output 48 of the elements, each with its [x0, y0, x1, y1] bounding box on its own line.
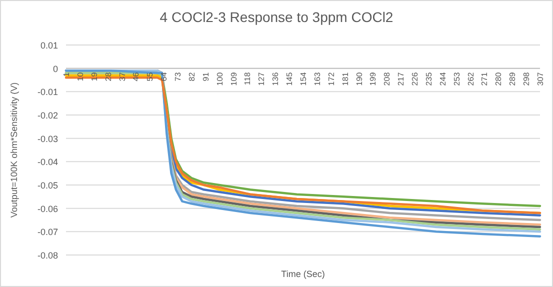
- x-tick-label: 100: [215, 72, 224, 86]
- x-tick-label: 190: [354, 72, 364, 86]
- x-tick-label: 280: [494, 72, 504, 86]
- x-tick-label: 235: [424, 72, 434, 86]
- y-tick-label: -0.07: [37, 227, 58, 238]
- x-tick-label: 37: [118, 72, 127, 82]
- x-tick-label: 55: [146, 72, 155, 82]
- x-tick-label: 154: [299, 72, 308, 86]
- x-tick-label: 289: [508, 72, 518, 86]
- x-tick-label: 28: [104, 72, 113, 82]
- x-tick-label: 253: [452, 72, 462, 86]
- x-tick-label: 298: [522, 72, 532, 86]
- x-tick-label: 118: [243, 72, 252, 86]
- y-tick-label: 0.01: [40, 40, 58, 50]
- x-tick-label: 217: [396, 72, 406, 86]
- x-tick-label: 163: [312, 72, 322, 86]
- y-tick-label: 0: [52, 64, 58, 74]
- x-tick-label: 145: [285, 72, 294, 86]
- x-tick-label: 262: [466, 72, 476, 86]
- y-tick-label: -0.04: [37, 157, 58, 168]
- x-tick-label: 226: [410, 72, 420, 86]
- x-tick-label: 1: [62, 72, 71, 77]
- x-axis-title: Time (Sec): [281, 269, 325, 279]
- x-tick-label: 46: [132, 72, 141, 82]
- x-tick-label: 64: [160, 72, 169, 82]
- x-tick-label: 82: [187, 72, 196, 82]
- x-tick-label: 109: [229, 72, 238, 86]
- x-tick-label: 91: [201, 72, 210, 82]
- x-tick-label: 19: [90, 72, 99, 82]
- x-tick-label: 127: [257, 72, 266, 86]
- y-tick-label: -0.05: [37, 180, 58, 190]
- x-tick-label: 10: [76, 72, 85, 82]
- chart-title: 4 COCl2-3 Response to 3ppm COCl2: [160, 9, 394, 25]
- x-tick-label: 199: [368, 72, 378, 86]
- y-tick-label: -0.08: [37, 250, 58, 260]
- x-tick-label: 244: [438, 72, 448, 86]
- y-tick-label: -0.03: [37, 134, 58, 144]
- x-tick-label: 307: [536, 72, 545, 86]
- x-tick-label: 271: [480, 72, 490, 86]
- x-tick-label: 181: [340, 72, 350, 86]
- x-tick-label: 172: [326, 72, 336, 86]
- y-axis-title: Voutput=100K ohm*Sensitivity (V): [9, 82, 19, 218]
- x-tick-label: 136: [271, 72, 280, 86]
- y-tick-label: -0.06: [37, 204, 58, 214]
- x-tick-label: 208: [382, 72, 392, 86]
- y-tick-label: -0.02: [37, 110, 58, 120]
- y-tick-label: -0.01: [37, 87, 58, 98]
- x-tick-label: 73: [174, 72, 183, 82]
